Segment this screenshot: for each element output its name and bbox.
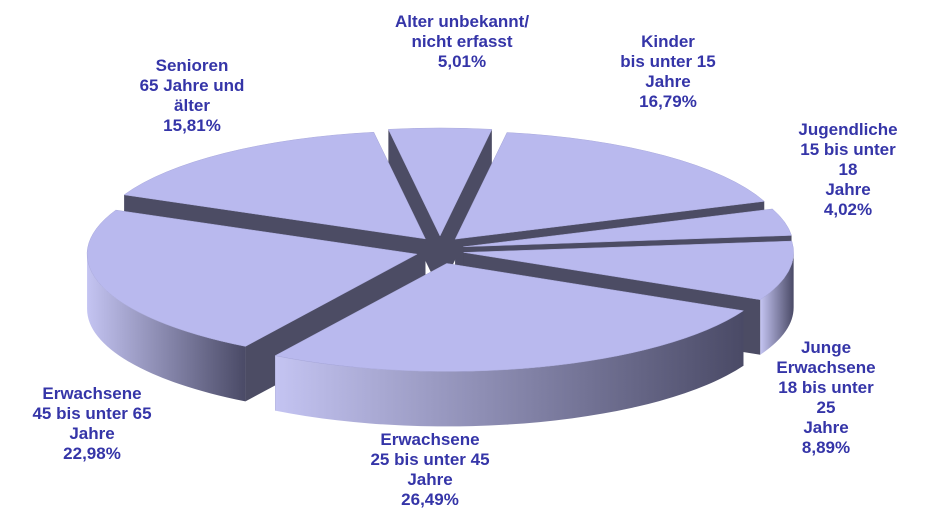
slice-label: Alter unbekannt/ nicht erfasst 5,01% (395, 12, 529, 72)
slice-top (274, 263, 745, 372)
category-label: Senioren 65 Jahre und älter (139, 56, 245, 115)
slice-top (463, 240, 794, 300)
slice-label: Jugendliche 15 bis unter 18 Jahre 4,02% (798, 120, 897, 220)
value-label: 22,98% (63, 444, 121, 463)
slice-top (463, 208, 792, 248)
slice-top (387, 127, 493, 237)
slice-side (440, 129, 492, 291)
slice-label: Senioren 65 Jahre und älter 15,81% (140, 56, 245, 136)
value-label: 4,02% (823, 200, 873, 219)
value-label: 16,79% (639, 92, 697, 111)
slice-label: Junge Erwachsene 18 bis unter 25 Jahre 8,… (773, 338, 879, 458)
value-label: 8,89% (801, 438, 851, 457)
slice-label: Erwachsene 45 bis unter 65 Jahre 22,98% (32, 384, 151, 464)
value-label: 15,81% (163, 116, 221, 135)
category-label: Erwachsene 45 bis unter 65 Jahre (32, 384, 152, 443)
slice-top (86, 209, 418, 347)
category-label: Jugendliche 15 bis unter 18 Jahre (798, 120, 898, 199)
slice-label: Erwachsene 25 bis unter 45 Jahre 26,49% (370, 430, 489, 510)
category-label: Junge Erwachsene 18 bis unter 25 Jahre (776, 338, 876, 437)
slice-wall (87, 254, 246, 402)
category-label: Kinder bis unter 15 Jahre (620, 32, 716, 91)
slice-top (454, 132, 765, 240)
slice (274, 263, 745, 427)
slice-top (123, 131, 426, 240)
value-label: 5,01% (437, 52, 487, 71)
slice (387, 127, 493, 291)
slice-wall (275, 310, 744, 427)
value-label: 26,49% (401, 490, 459, 509)
slice-wall (760, 252, 794, 355)
slice-label: Kinder bis unter 15 Jahre 16,79% (620, 32, 715, 112)
slice-side (388, 129, 441, 291)
category-label: Erwachsene 25 bis unter 45 Jahre (370, 430, 490, 489)
category-label: Alter unbekannt/ nicht erfasst (394, 12, 530, 51)
